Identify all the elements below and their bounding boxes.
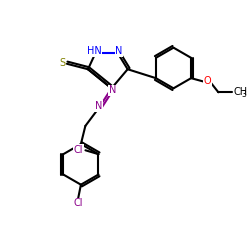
Text: HN: HN <box>87 46 102 56</box>
Text: Cl: Cl <box>74 145 83 155</box>
Text: N: N <box>115 46 123 56</box>
Text: 3: 3 <box>242 90 246 99</box>
Text: N: N <box>94 101 102 111</box>
Text: S: S <box>60 58 66 68</box>
Text: Cl: Cl <box>74 198 83 208</box>
Text: N: N <box>109 85 116 95</box>
Text: CH: CH <box>233 86 247 97</box>
Text: O: O <box>204 76 212 86</box>
